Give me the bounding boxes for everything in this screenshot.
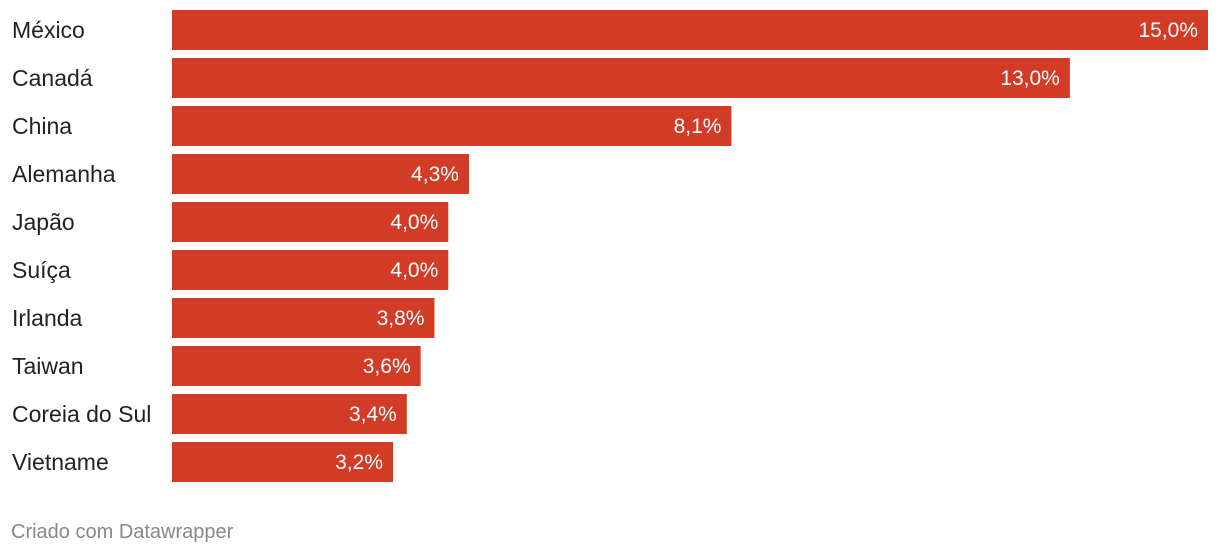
category-label: Taiwan — [12, 353, 84, 379]
value-label: 8,1% — [674, 115, 722, 138]
category-label: Suíça — [12, 257, 71, 283]
bar — [172, 202, 449, 242]
value-label: 3,2% — [335, 451, 383, 474]
bar — [172, 10, 1208, 50]
category-label: China — [12, 113, 72, 139]
bar — [172, 346, 421, 386]
value-label: 15,0% — [1138, 19, 1198, 42]
bar — [172, 58, 1070, 98]
value-label: 13,0% — [1000, 67, 1060, 90]
value-label: 3,6% — [363, 355, 411, 378]
category-label: Coreia do Sul — [12, 401, 151, 427]
value-label: 4,3% — [411, 163, 459, 186]
value-label: 4,0% — [390, 259, 438, 282]
value-label: 4,0% — [390, 211, 438, 234]
bar — [172, 298, 435, 338]
category-label: Japão — [12, 209, 75, 235]
value-label: 3,4% — [349, 403, 397, 426]
category-label: Canadá — [12, 65, 93, 91]
bar — [172, 442, 394, 482]
bar — [172, 106, 732, 146]
bar — [172, 250, 449, 290]
category-label: Vietname — [12, 449, 109, 475]
credit-text: Criado com Datawrapper — [11, 521, 234, 543]
bar — [172, 394, 407, 434]
bar-chart: México 15,0% Canadá 13,0% China 8,1% Alemanha 4… — [12, 10, 1208, 482]
bar — [172, 154, 469, 194]
category-label: México — [12, 17, 85, 43]
category-label: Irlanda — [12, 305, 83, 331]
category-label: Alemanha — [12, 161, 116, 187]
value-label: 3,8% — [377, 307, 425, 330]
